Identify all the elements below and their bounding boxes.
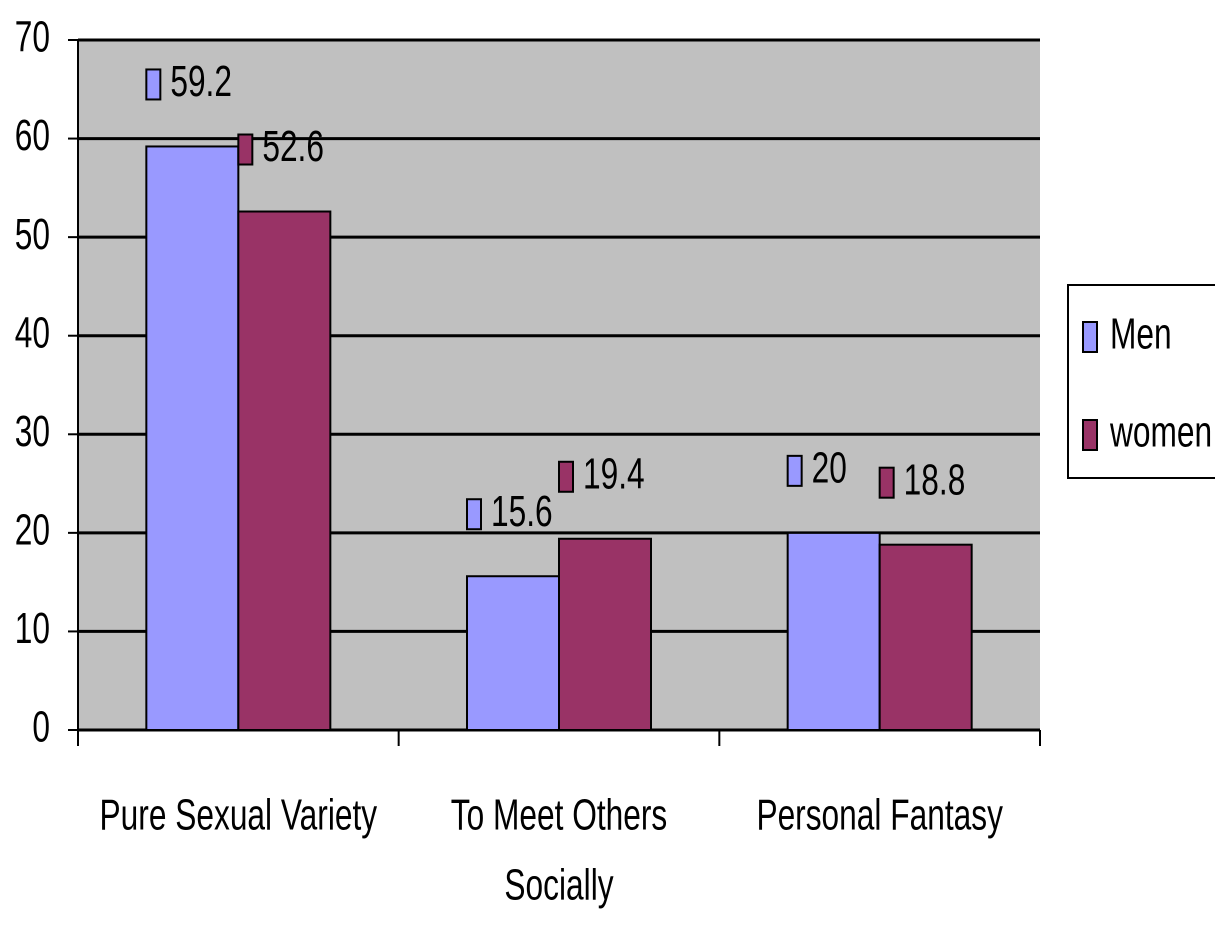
data-label: 20 xyxy=(812,443,847,492)
bar xyxy=(786,531,881,731)
y-tick-label: 40 xyxy=(15,308,50,357)
bar xyxy=(878,543,973,732)
y-tick-label: 60 xyxy=(15,111,50,160)
x-tick-label: To Meet Others Socially xyxy=(451,791,668,910)
legend-key xyxy=(786,454,803,487)
y-tick-label: 30 xyxy=(15,407,50,456)
x-tick-label: Pure Sexual Variety xyxy=(100,791,378,840)
data-label: 15.6 xyxy=(491,487,553,536)
bar xyxy=(237,210,332,731)
legend-key xyxy=(1082,321,1098,353)
bar xyxy=(145,145,240,731)
legend-key xyxy=(558,460,574,493)
data-label: 59.2 xyxy=(170,57,232,106)
y-tick-label: 50 xyxy=(15,210,50,259)
y-tick-label: 70 xyxy=(15,13,50,62)
legend-key xyxy=(878,466,895,499)
legend-key xyxy=(237,133,254,166)
legend-label: Men xyxy=(1110,310,1172,359)
x-tick-label: Personal Fantasy xyxy=(756,791,1003,840)
data-label: 19.4 xyxy=(583,449,645,498)
y-tick-label: 20 xyxy=(15,505,50,554)
legend-label: women xyxy=(1109,408,1212,457)
bar xyxy=(558,537,652,731)
data-label: 52.6 xyxy=(262,122,324,171)
legend-key xyxy=(145,68,162,101)
data-label: 18.8 xyxy=(904,455,966,504)
legend-key xyxy=(1082,419,1098,451)
y-tick-label: 0 xyxy=(32,703,50,752)
y-tick-label: 10 xyxy=(15,604,50,653)
bar xyxy=(466,575,560,731)
legend-key xyxy=(466,498,482,531)
